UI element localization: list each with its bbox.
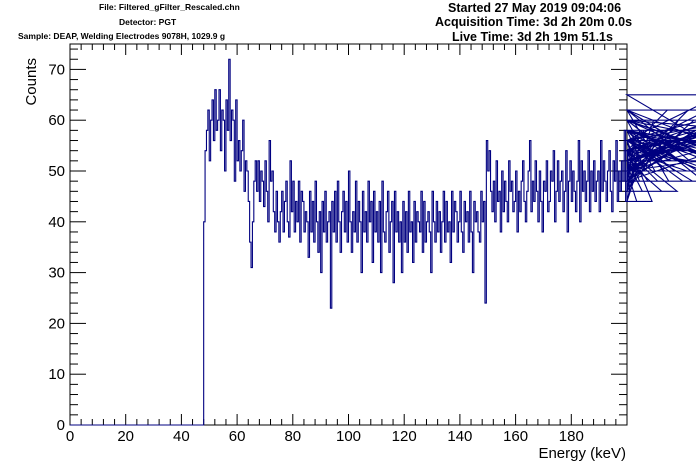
y-axis-title: Counts [23, 58, 40, 106]
spectrum-series-line [70, 58, 696, 426]
sample-label: Sample: DEAP, Welding Electrodes 9078H, … [18, 31, 226, 41]
x-tick-label: 160 [503, 428, 528, 445]
detector-label: Detector: PGT [119, 17, 177, 27]
y-tick-label: 40 [48, 214, 65, 231]
x-axis-title: Energy (keV) [538, 445, 626, 462]
x-tick-label: 120 [392, 428, 417, 445]
x-axis: 0 20 40 60 80 100 120 140 160 180 [66, 44, 628, 445]
x-tick-label: 20 [117, 428, 134, 445]
x-tick-label: 60 [229, 428, 246, 445]
x-tick-label: 40 [173, 428, 190, 445]
y-tick-label: 10 [48, 366, 65, 383]
y-tick-label: 50 [48, 163, 65, 180]
x-tick-label: 80 [284, 428, 301, 445]
x-tick-label: 0 [66, 428, 74, 445]
x-tick-label: 180 [559, 428, 584, 445]
y-tick-label: 20 [48, 315, 65, 332]
file-label: File: Filtered_gFilter_Rescaled.chn [99, 2, 240, 12]
started-label: Started 27 May 2019 09:04:06 [448, 1, 622, 15]
acquisition-time-label: Acquisition Time: 3d 2h 20m 0.0s [435, 15, 633, 29]
y-tick-label: 0 [57, 417, 65, 434]
y-tick-label: 60 [48, 112, 65, 129]
y-axis: 0 10 20 30 40 50 60 70 [48, 48, 627, 434]
x-tick-label: 140 [447, 428, 472, 445]
live-time-label: Live Time: 3d 2h 19m 51.1s [452, 30, 613, 44]
y-tick-label: 70 [48, 61, 65, 78]
y-tick-label: 30 [48, 265, 65, 282]
x-tick-label: 100 [336, 428, 361, 445]
